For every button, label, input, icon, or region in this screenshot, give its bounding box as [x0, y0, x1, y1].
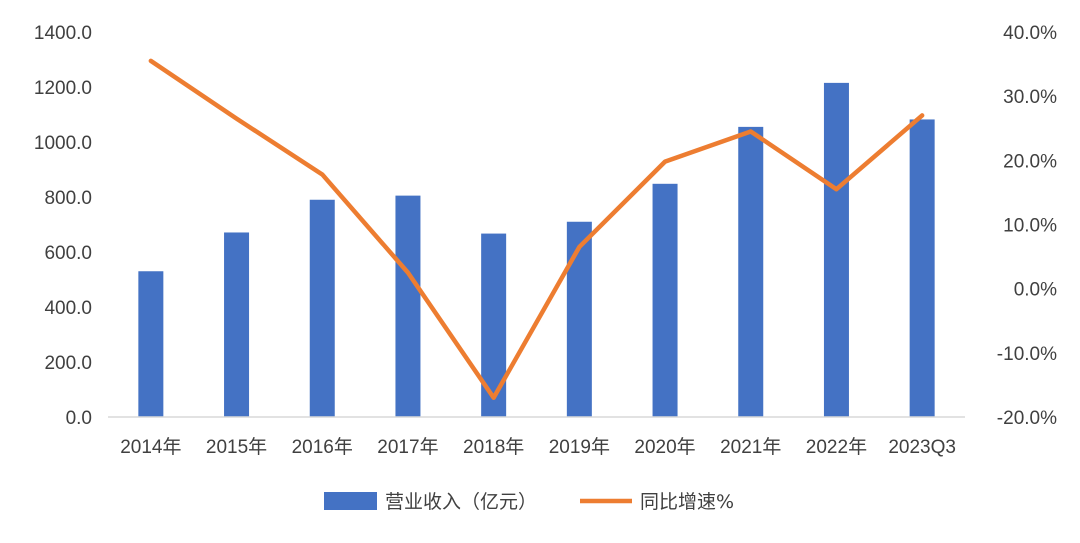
bar: [138, 271, 164, 417]
right-tick-label: -10.0%: [997, 344, 1057, 365]
bar: [823, 82, 849, 417]
left-tick-label: 800.0: [44, 188, 92, 209]
bar: [224, 232, 250, 417]
legend-label-bar: 营业收入（亿元）: [385, 491, 537, 513]
legend: 营业收入（亿元） 同比增速%: [324, 491, 734, 513]
left-tick-label: 200.0: [44, 353, 92, 374]
left-axis-ticks: 1400.0 1200.0 1000.0 800.0 600.0 400.0 200.0 0.…: [34, 23, 92, 429]
left-tick-label: 600.0: [44, 243, 92, 264]
left-tick-label: 1400.0: [34, 23, 92, 44]
bar: [909, 119, 935, 417]
x-tick-label: 2018年: [463, 436, 524, 458]
x-tick-label: 2020年: [634, 436, 695, 458]
right-tick-label: 10.0%: [1003, 216, 1057, 237]
x-tick-label: 2021年: [720, 436, 781, 458]
bar: [652, 183, 678, 417]
legend-swatch-bar: [324, 492, 377, 510]
right-axis-ticks: 40.0% 30.0% 20.0% 10.0% 0.0% -10.0% -20.0%: [997, 23, 1057, 429]
x-tick-label: 2022年: [806, 436, 867, 458]
bar: [738, 126, 764, 417]
right-tick-label: 40.0%: [1003, 23, 1057, 44]
x-tick-label: 2019年: [549, 436, 610, 458]
legend-label-line: 同比增速%: [640, 491, 734, 513]
right-tick-label: 30.0%: [1003, 87, 1057, 108]
right-tick-label: -20.0%: [997, 408, 1057, 429]
x-tick-label: 2014年: [120, 436, 181, 458]
x-axis-ticks: 2014年 2015年 2016年 2017年 2018年 2019年 2020年 2021年…: [120, 436, 956, 458]
line-series: [148, 58, 925, 400]
left-tick-label: 1000.0: [34, 133, 92, 154]
bar: [395, 195, 421, 417]
x-tick-label: 2017年: [377, 436, 438, 458]
right-tick-label: 0.0%: [1014, 280, 1057, 301]
x-tick-label: 2023Q3: [888, 437, 956, 458]
bar: [566, 221, 592, 417]
bar: [309, 199, 335, 417]
left-tick-label: 400.0: [44, 298, 92, 319]
right-tick-label: 20.0%: [1003, 151, 1057, 172]
x-tick-label: 2015年: [206, 436, 267, 458]
bar: [481, 233, 507, 417]
bar-series: [138, 82, 935, 417]
x-tick-label: 2016年: [292, 436, 353, 458]
growth-line: [148, 58, 925, 400]
left-tick-label: 0.0: [66, 408, 92, 429]
left-tick-label: 1200.0: [34, 78, 92, 99]
